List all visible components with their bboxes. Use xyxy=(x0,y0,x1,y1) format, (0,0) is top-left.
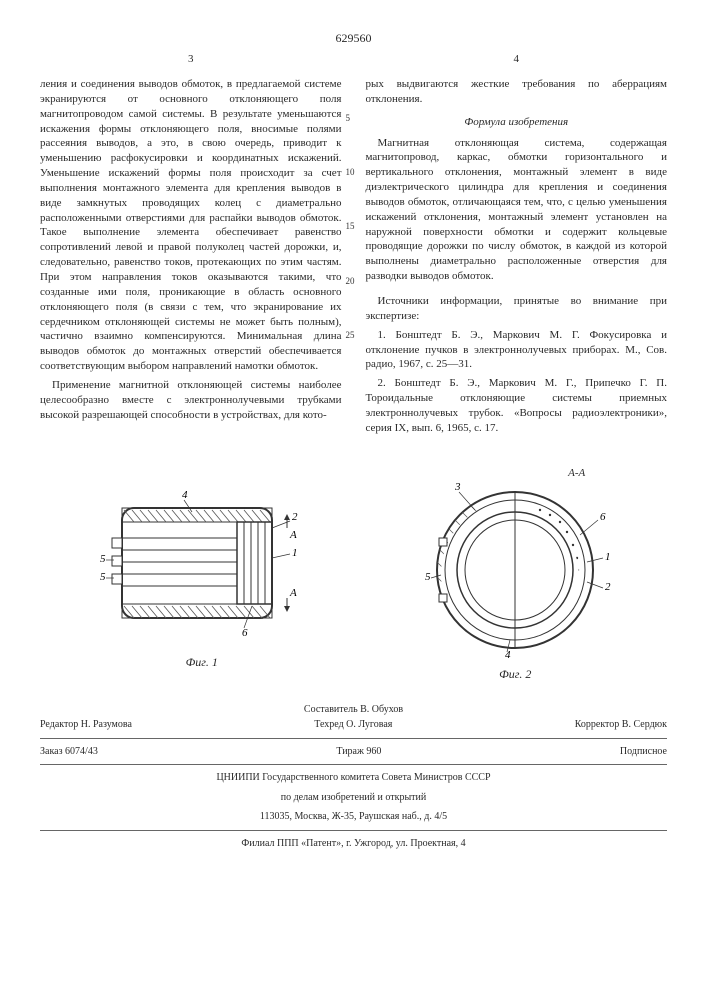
formula-title: Формула изобретения xyxy=(366,115,668,130)
svg-text:4: 4 xyxy=(505,649,511,660)
org-line: Филиал ППП «Патент», г. Ужгород, ул. Про… xyxy=(40,837,667,851)
figures-row: 4 А А 2 1 5 5 6 Фиг. 1 А-А xyxy=(40,466,667,683)
org-line: 113035, Москва, Ж-35, Раушская наб., д. … xyxy=(40,810,667,824)
line-number-gutter: 5 10 15 20 25 xyxy=(346,112,355,383)
body-text: рых выдвигаются жесткие требования по аб… xyxy=(366,77,668,107)
org-line: по делам изобретений и открытий xyxy=(40,791,667,805)
source-item: 2. Бонштедт Б. Э., Маркович М. Г., Припе… xyxy=(366,376,668,435)
svg-text:5: 5 xyxy=(425,571,431,583)
credits-block: Составитель В. Обухов Редактор Н. Разумо… xyxy=(40,703,667,851)
fig2-caption: Фиг. 2 xyxy=(415,666,615,682)
body-text: Применение магнитной отклоняющей системы… xyxy=(40,378,342,423)
col-num-right: 4 xyxy=(366,52,668,67)
figure-2: А-А xyxy=(415,466,615,683)
org-line: ЦНИИПИ Государственного комитета Совета … xyxy=(40,771,667,785)
source-item: 1. Бонштедт Б. Э., Маркович М. Г. Фокуси… xyxy=(366,328,668,373)
figure-1: 4 А А 2 1 5 5 6 Фиг. 1 xyxy=(92,478,312,670)
formula-text: Магнитная отклоняющая система, содержаща… xyxy=(366,136,668,284)
svg-text:1: 1 xyxy=(605,551,611,563)
right-column: 4 рых выдвигаются жесткие требования по … xyxy=(366,52,668,435)
svg-text:А: А xyxy=(289,587,297,599)
body-text: ления и соединения выводов обмоток, в пр… xyxy=(40,77,342,374)
patent-number: 629560 xyxy=(40,30,667,46)
fig1-caption: Фиг. 1 xyxy=(92,654,312,670)
svg-text:5: 5 xyxy=(100,571,106,583)
svg-text:6: 6 xyxy=(242,627,248,639)
svg-text:6: 6 xyxy=(600,511,606,523)
left-column: 3 ления и соединения выводов обмоток, в … xyxy=(40,52,342,435)
fig-label: 4 xyxy=(182,489,188,501)
subscription: Подписное xyxy=(620,745,667,759)
svg-text:1: 1 xyxy=(292,547,298,559)
section-label: А-А xyxy=(415,466,615,481)
svg-text:А: А xyxy=(289,529,297,541)
sources-title: Источники информации, принятые во вниман… xyxy=(366,294,668,324)
svg-text:3: 3 xyxy=(454,481,461,493)
techred: Техред О. Луговая xyxy=(314,718,392,732)
svg-text:2: 2 xyxy=(292,511,298,523)
col-num-left: 3 xyxy=(40,52,342,67)
svg-text:5: 5 xyxy=(100,553,106,565)
order: Заказ 6074/43 xyxy=(40,745,98,759)
compiler: Составитель В. Обухов xyxy=(40,703,667,717)
editor: Редактор Н. Разумова xyxy=(40,718,132,732)
svg-text:2: 2 xyxy=(605,581,611,593)
tirage: Тираж 960 xyxy=(336,745,381,759)
corrector: Корректор В. Сердюк xyxy=(575,718,667,732)
